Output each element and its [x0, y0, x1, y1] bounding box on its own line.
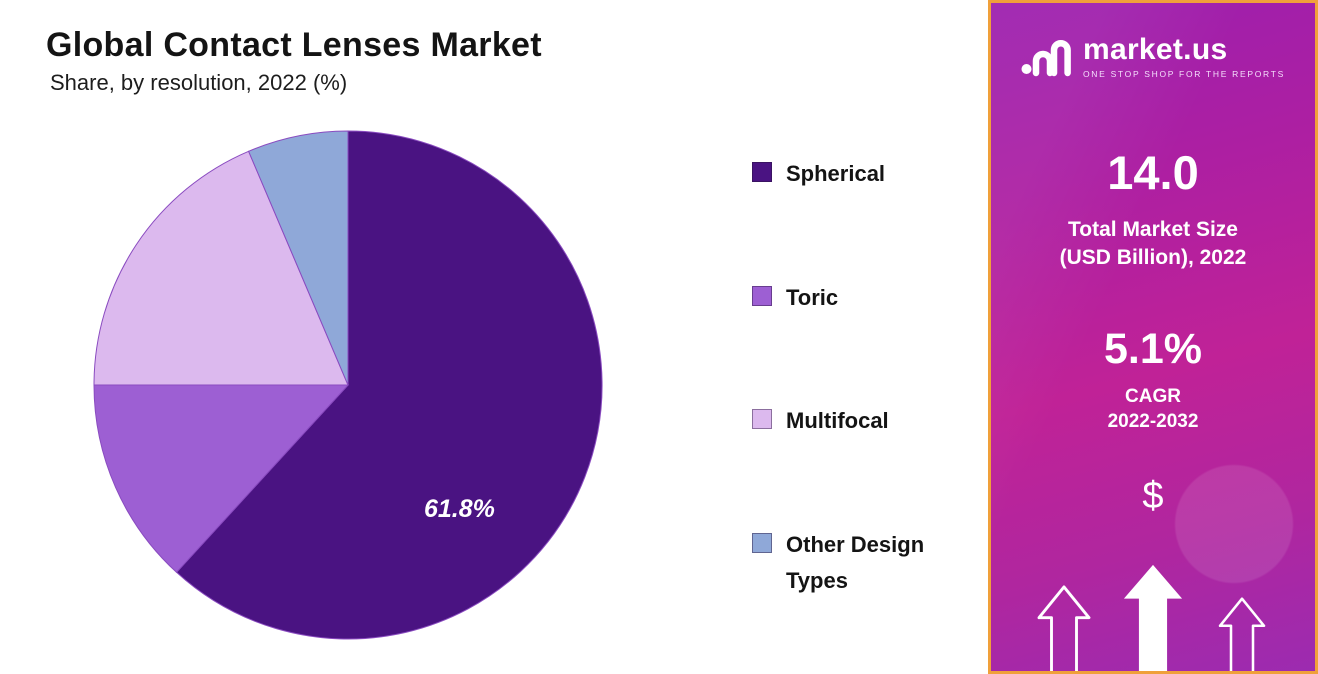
- legend-swatch-spherical: [752, 162, 772, 182]
- brand-text: market.us ONE STOP SHOP FOR THE REPORTS: [1082, 33, 1286, 80]
- legend-label-toric: Toric: [786, 284, 839, 310]
- legend-swatch-multifocal: [752, 409, 772, 430]
- chart-legend: Spherical Toric Multifocal Other Design Typ…: [752, 156, 972, 598]
- chart-area: Global Contact Lenses Market Share, by r…: [46, 26, 972, 640]
- legend-item-toric: Toric: [752, 280, 972, 316]
- total-market-size-caption: Total Market Size (USD Billion), 2022: [1059, 218, 1247, 270]
- cagr-caption: CAGR 2022-2032: [1107, 385, 1199, 433]
- cagr-value: 5.1%: [1103, 324, 1202, 373]
- up-arrow-icon: [1218, 597, 1266, 671]
- spherical-slice-value-label: 61.8%: [424, 495, 495, 523]
- up-arrow-icon: [1123, 564, 1183, 671]
- pie-slice-spherical: [175, 130, 603, 640]
- up-arrow-icon: [1037, 585, 1091, 671]
- legend-item-spherical: Spherical: [752, 156, 972, 192]
- pie-slice-toric: [93, 384, 350, 574]
- chart-subtitle: Share, by resolution, 2022 (%): [50, 70, 348, 95]
- chart-title: Global Contact Lenses Market: [46, 26, 542, 64]
- brand-tagline: ONE STOP SHOP FOR THE REPORTS: [1082, 69, 1286, 79]
- legend-swatch-toric: [752, 285, 772, 306]
- brand-block: market.us ONE STOP SHOP FOR THE REPORTS: [991, 35, 1315, 79]
- legend-item-other-design-types: Other Design Types: [752, 527, 972, 598]
- legend-label-other-design-types: Other Design Types: [786, 531, 925, 593]
- pie-chart: [93, 130, 603, 640]
- dollar-sign: $: [1142, 474, 1164, 517]
- legend-label-spherical: Spherical: [786, 161, 886, 186]
- legend-label-multifocal: Multifocal: [786, 408, 889, 434]
- brand-name: market.us: [1082, 33, 1228, 66]
- pie-slice-multifocal: [93, 150, 349, 386]
- promo-sidebar: market.us ONE STOP SHOP FOR THE REPORTS …: [988, 0, 1318, 674]
- pie-slice-other-design-types: [247, 130, 349, 386]
- growth-arrows: [991, 563, 1315, 671]
- legend-item-multifocal: Multifocal: [752, 403, 972, 439]
- title-block: Global Contact Lenses Market Share, by r…: [46, 26, 542, 96]
- total-market-size-value: 14.0: [1107, 146, 1199, 199]
- legend-swatch-other-design-types: [752, 532, 772, 553]
- market-us-logo-icon: [1021, 39, 1071, 77]
